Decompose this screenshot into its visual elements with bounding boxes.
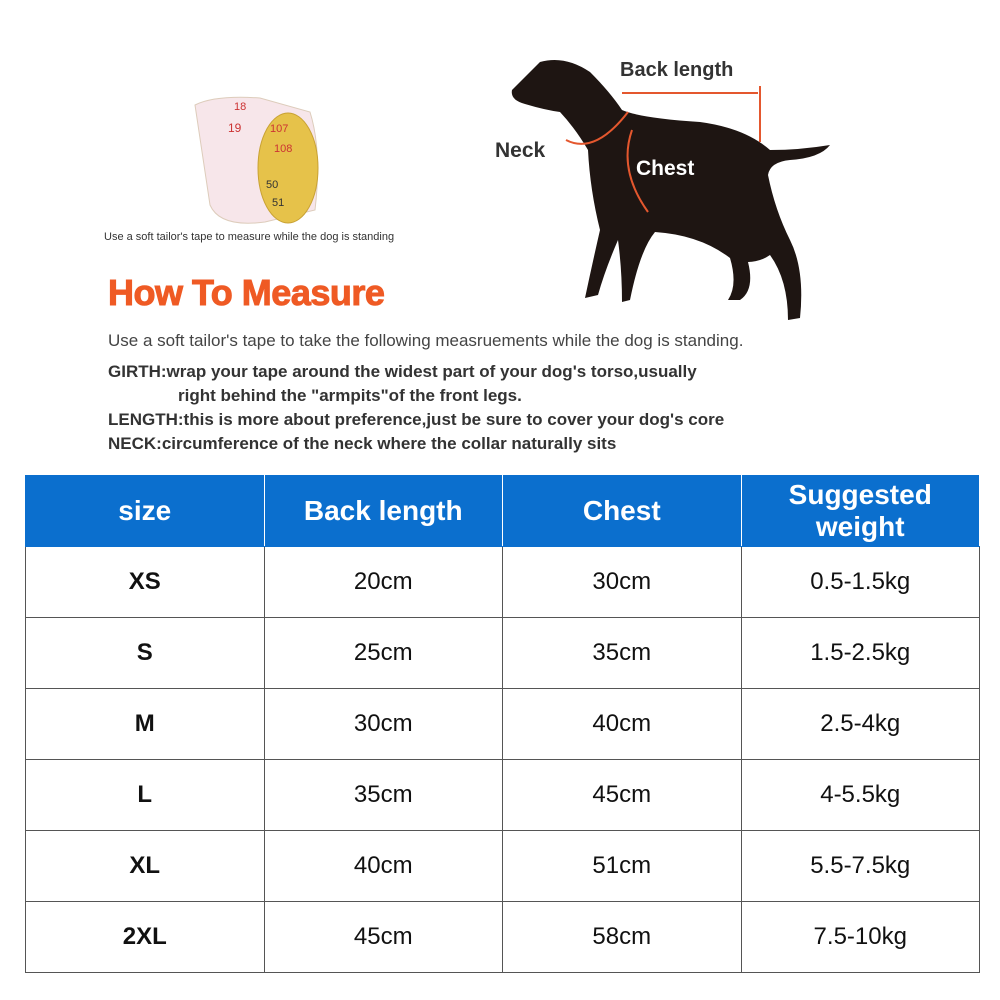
note-term: GIRTH:	[108, 362, 167, 381]
tape-number: 51	[272, 197, 284, 209]
tape-number: 107	[270, 123, 288, 135]
tape-roll: 18 19 107 108 50 51	[194, 96, 319, 224]
table-cell: 20cm	[263, 546, 503, 618]
intro: Use a soft tailor's tape to take the fol…	[108, 331, 744, 350]
table-row: XL 40cm 51cm 5.5-7.5kg	[25, 830, 980, 902]
note-line: right behind the "armpits"of the front l…	[108, 384, 724, 408]
chest-line	[626, 129, 649, 213]
table-cell: S	[25, 617, 265, 689]
tape-number: 19	[228, 121, 242, 135]
header-cell: size	[25, 475, 265, 547]
illustration: 18 19 107 108 50 51 Back length Neck Che…	[194, 59, 830, 320]
table-row: S 25cm 35cm 1.5-2.5kg	[25, 617, 980, 689]
header-cell: Back length	[263, 475, 503, 547]
table-cell: 7.5-10kg	[740, 901, 980, 973]
header-row: size Back length Chest Suggested weight	[25, 475, 980, 547]
note-text: wrap your tape around the widest part of…	[166, 362, 697, 381]
tape-number: 18	[234, 101, 246, 113]
dog-silhouette	[511, 59, 830, 320]
table-cell: 58cm	[502, 901, 742, 973]
tape-caption: Use a soft tailor's tape to measure whil…	[104, 231, 395, 243]
table-cell: 25cm	[263, 617, 503, 689]
table-cell: 2XL	[25, 901, 265, 973]
table-cell: 4-5.5kg	[740, 759, 980, 831]
table-cell: 40cm	[502, 688, 742, 760]
neck-line	[565, 111, 629, 145]
table-cell: 45cm	[502, 759, 742, 831]
table-cell: XS	[25, 546, 265, 618]
table-row: 2XL 45cm 58cm 7.5-10kg	[25, 901, 980, 973]
table-cell: 0.5-1.5kg	[740, 546, 980, 618]
table-cell: 40cm	[263, 830, 503, 902]
tape-number: 108	[274, 143, 292, 155]
table-cell: 45cm	[263, 901, 503, 973]
note-line: GIRTH:wrap your tape around the widest p…	[108, 360, 724, 384]
header-cell: Chest	[502, 475, 742, 547]
tape-number: 50	[266, 179, 278, 191]
table-cell: M	[25, 688, 265, 760]
notes: GIRTH:wrap your tape around the widest p…	[108, 360, 724, 456]
note-text: this is more about preference,just be su…	[183, 410, 725, 429]
dog-label: Chest	[636, 157, 694, 180]
table-row: XS 20cm 30cm 0.5-1.5kg	[25, 546, 980, 618]
table-cell: 51cm	[502, 830, 742, 902]
table-cell: 5.5-7.5kg	[740, 830, 980, 902]
table-cell: XL	[25, 830, 265, 902]
size-table: size Back length Chest Suggested weight XS 20…	[25, 475, 980, 973]
table-row: L 35cm 45cm 4-5.5kg	[25, 759, 980, 831]
dog-label: Neck	[495, 139, 546, 162]
note-text: right behind the "armpits"of the front l…	[178, 386, 522, 405]
note-line: LENGTH:this is more about preference,jus…	[108, 408, 724, 432]
table-cell: L	[25, 759, 265, 831]
table-row: M 30cm 40cm 2.5-4kg	[25, 688, 980, 760]
note-line: NECK:circumference of the neck where the…	[108, 432, 724, 456]
note-text: circumference of the neck where the coll…	[161, 434, 617, 453]
table-cell: 1.5-2.5kg	[740, 617, 980, 689]
note-term: NECK:	[108, 434, 162, 453]
heading: How To Measure	[107, 272, 385, 314]
table-cell: 35cm	[263, 759, 503, 831]
table-cell: 30cm	[502, 546, 742, 618]
note-term: LENGTH:	[108, 410, 184, 429]
header-cell: Suggested weight	[740, 475, 980, 547]
table-cell: 35cm	[502, 617, 742, 689]
table-cell: 30cm	[263, 688, 503, 760]
table-cell: 2.5-4kg	[740, 688, 980, 760]
dog-label: Back length	[620, 59, 733, 81]
tape-end	[257, 112, 319, 224]
